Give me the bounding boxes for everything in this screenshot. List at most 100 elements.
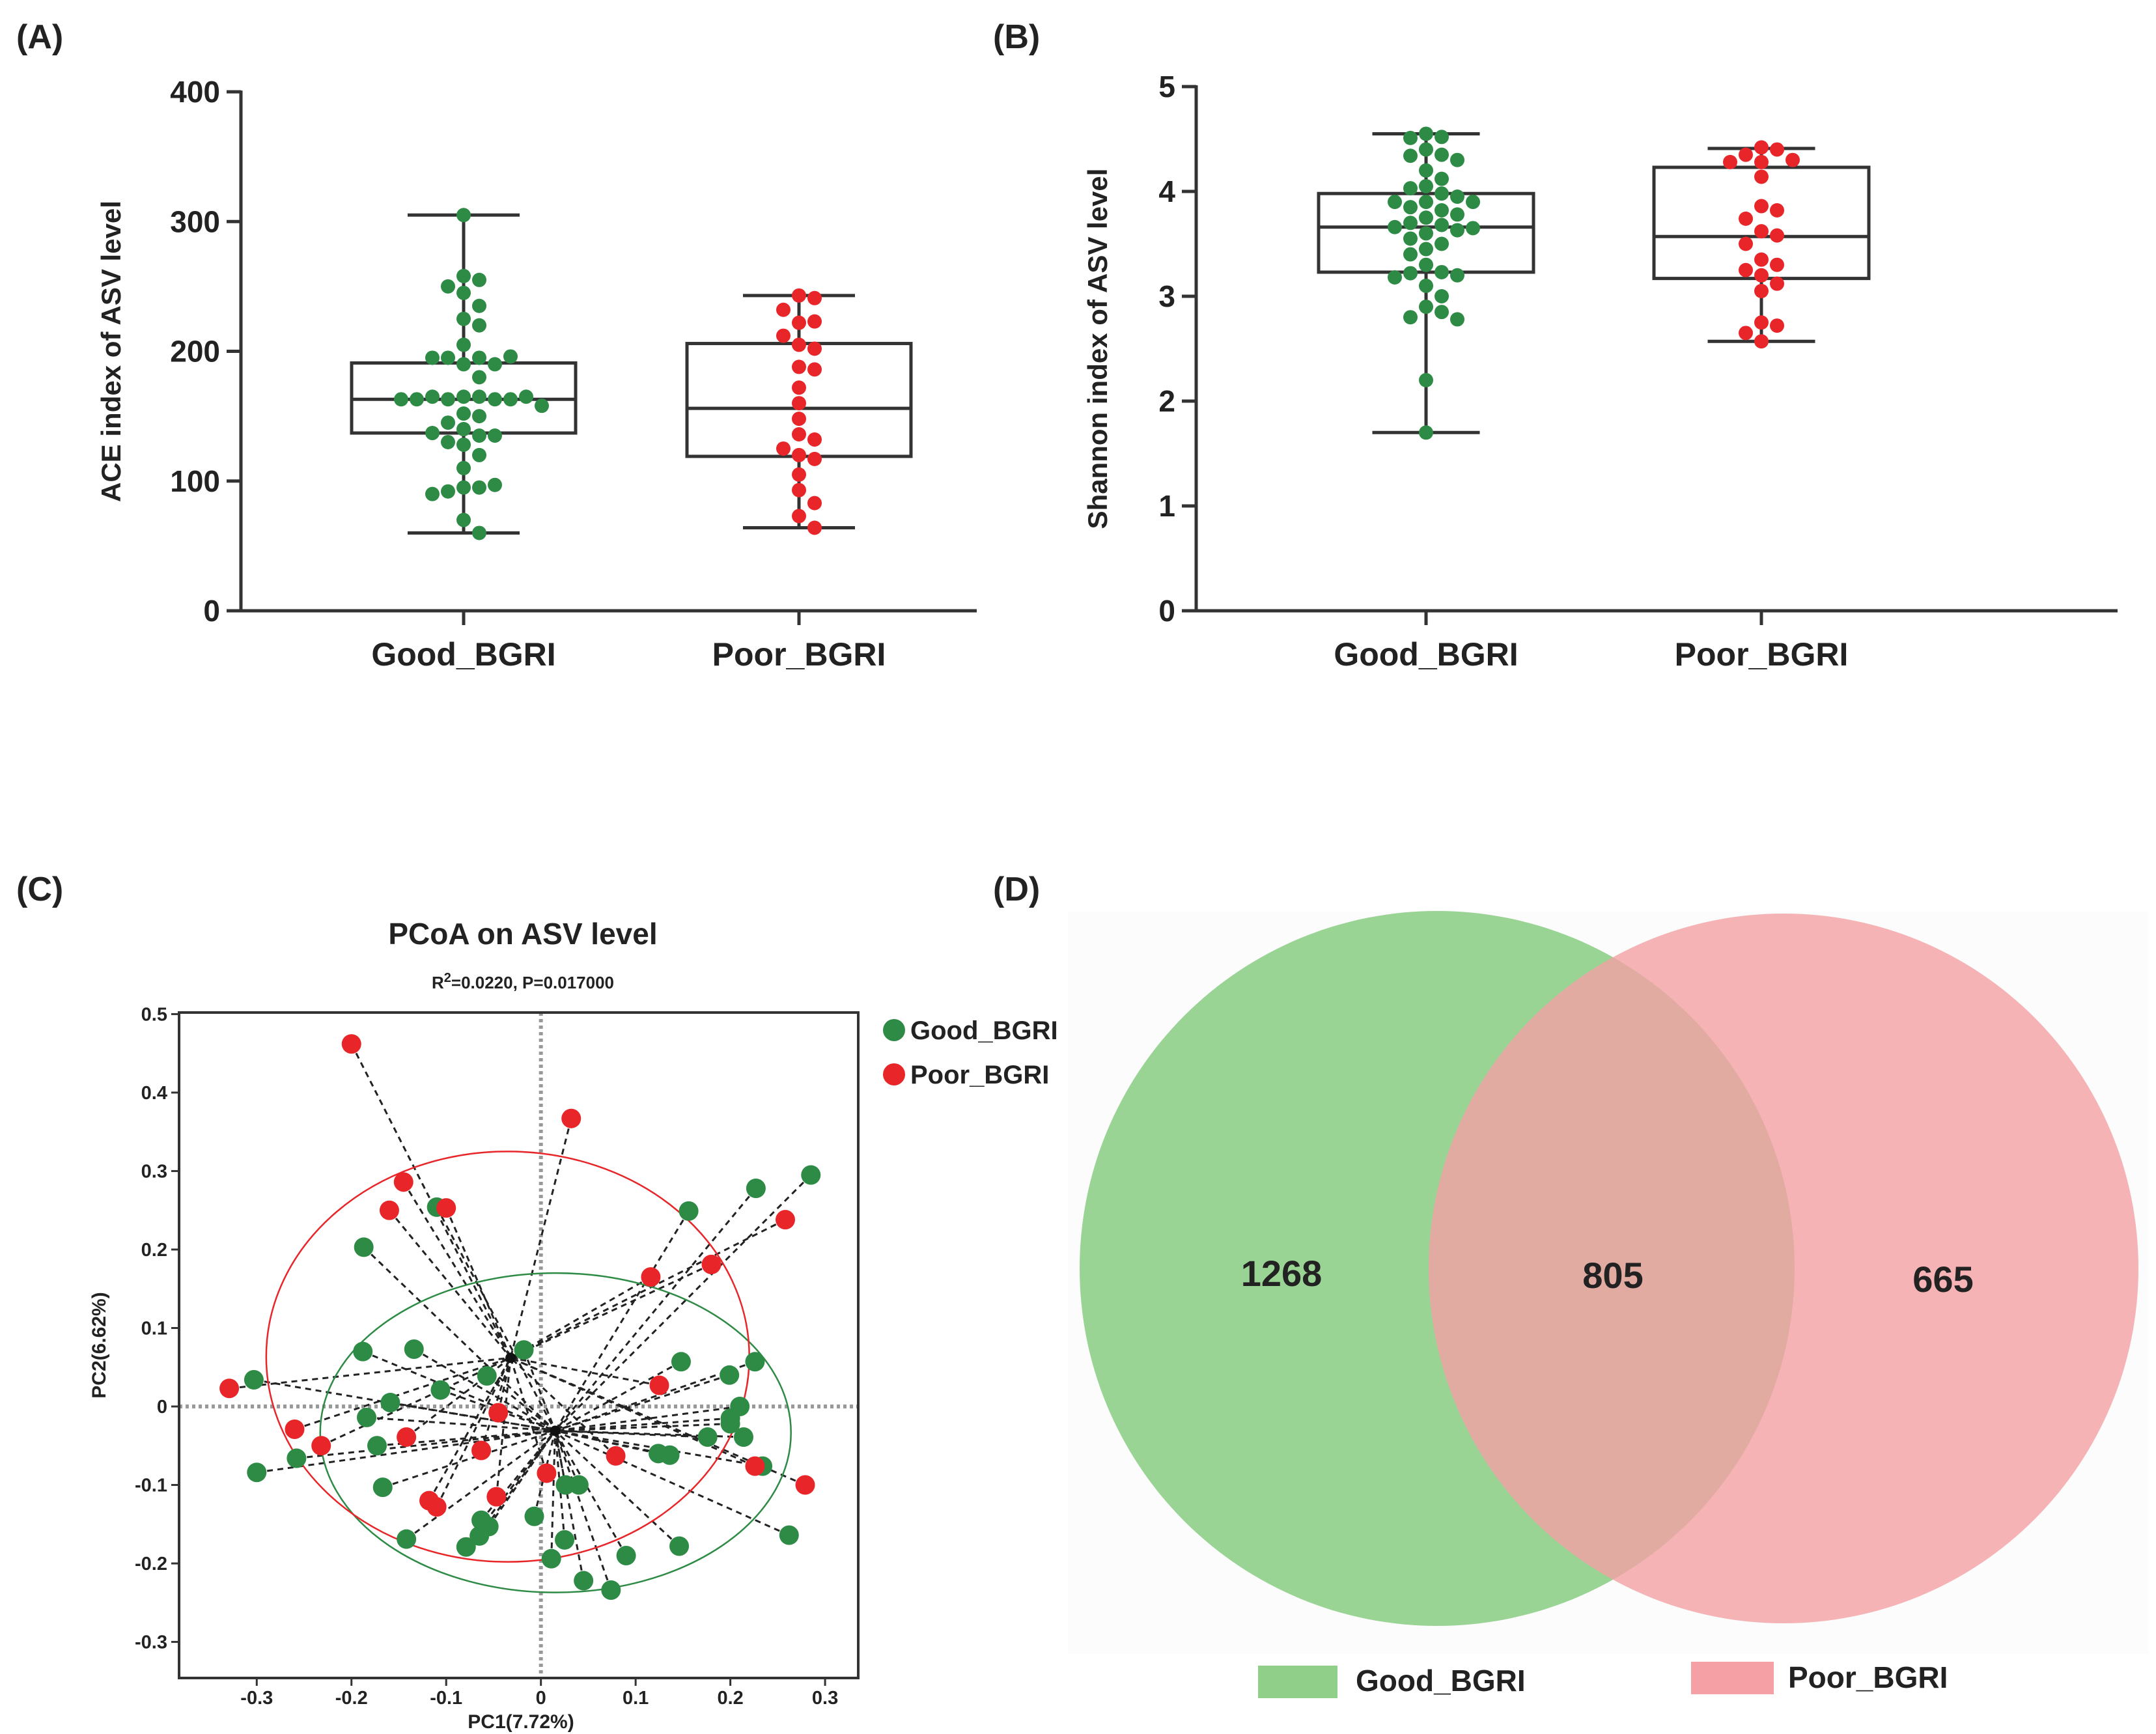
- y-tick-label: 0: [1158, 594, 1175, 628]
- data-point: [456, 1537, 476, 1557]
- data-point: [393, 1172, 413, 1192]
- data-point: [1403, 216, 1418, 231]
- data-point: [456, 512, 471, 527]
- data-point: [441, 350, 455, 365]
- data-point: [1739, 326, 1753, 341]
- data-point: [1419, 372, 1433, 387]
- centroid-connector: [388, 1209, 512, 1359]
- subtitle-superscript: 2: [444, 971, 451, 985]
- data-point: [1419, 178, 1433, 193]
- y-axis-title: PC2(6.62%): [89, 1292, 110, 1398]
- data-point: [1419, 210, 1433, 225]
- data-point: [514, 1340, 534, 1360]
- data-point: [606, 1446, 626, 1466]
- data-point: [801, 1165, 821, 1185]
- data-point: [1450, 268, 1464, 283]
- y-tick-label: 3: [1158, 279, 1175, 313]
- data-point: [425, 350, 440, 365]
- centroid-connector: [509, 1118, 572, 1358]
- data-point: [733, 1427, 753, 1447]
- y-tick-label: 1: [1158, 489, 1175, 523]
- centroid-connector: [554, 1430, 627, 1556]
- data-point: [285, 1419, 305, 1439]
- data-point: [792, 337, 806, 352]
- data-point: [807, 362, 822, 377]
- x-axis-title: PC1(7.72%): [468, 1711, 574, 1733]
- centroid-connector: [554, 1360, 682, 1432]
- data-point: [1388, 195, 1402, 210]
- pcoa-plot: PCoA on ASV level R2=0.0220, P=0.017000 -0…: [89, 917, 1058, 1733]
- centroid-connector: [296, 1429, 555, 1460]
- data-point: [1435, 289, 1449, 303]
- data-point: [436, 1198, 456, 1218]
- data-point: [1403, 231, 1418, 246]
- legend-marker: [883, 1063, 905, 1085]
- data-point: [456, 208, 471, 223]
- y-tick-label: -0.1: [135, 1475, 167, 1496]
- data-point: [219, 1378, 240, 1399]
- data-point: [287, 1448, 307, 1468]
- data-point: [807, 432, 822, 447]
- data-point: [372, 1477, 393, 1498]
- data-point: [247, 1462, 267, 1483]
- data-point: [479, 1517, 499, 1537]
- data-point: [1754, 315, 1769, 330]
- y-tick-label: 400: [170, 75, 220, 109]
- y-tick-label: -0.3: [135, 1632, 167, 1653]
- y-axis-title: ACE index of ASV level: [96, 201, 126, 502]
- panel-label: (D): [993, 871, 1040, 908]
- centroid-connector: [294, 1356, 511, 1431]
- data-point: [1435, 305, 1449, 320]
- data-point: [503, 392, 518, 407]
- data-point: [1419, 242, 1433, 257]
- data-point: [1739, 147, 1753, 162]
- data-point: [472, 480, 486, 495]
- plot-frame: [178, 1011, 860, 1679]
- venn-count-good-only: 1268: [1241, 1253, 1323, 1294]
- data-point: [1466, 221, 1480, 236]
- y-tick-label: 0.1: [141, 1318, 167, 1339]
- data-point: [1754, 154, 1769, 169]
- data-point: [1754, 140, 1769, 155]
- centroid-connector: [229, 1356, 511, 1390]
- data-point: [792, 380, 806, 395]
- centroid-connector: [480, 1430, 556, 1521]
- data-point: [541, 1548, 561, 1569]
- y-tick-label: 200: [170, 335, 220, 369]
- data-point: [1435, 217, 1449, 232]
- subtitle-r: R: [432, 973, 444, 992]
- data-point: [1739, 211, 1753, 226]
- data-point: [792, 396, 806, 411]
- boxplot-0: 0 100 200 300 400 ACE index of ASV level Good_…: [96, 75, 977, 673]
- data-point: [1754, 224, 1769, 239]
- data-point: [555, 1530, 575, 1550]
- x-tick-label: 0.3: [812, 1688, 838, 1709]
- data-point: [441, 484, 455, 499]
- centroid-connector: [257, 1429, 555, 1474]
- legend-label: Good_BGRI: [910, 1016, 1058, 1045]
- y-tick-label: 2: [1158, 384, 1175, 418]
- data-point: [1723, 154, 1737, 169]
- centroid: [550, 1425, 561, 1436]
- data-point: [1419, 142, 1433, 157]
- data-point: [1419, 278, 1433, 293]
- legend-marker: [883, 1019, 905, 1041]
- data-point: [537, 1463, 557, 1483]
- data-point: [441, 279, 455, 294]
- data-point: [1403, 181, 1418, 196]
- data-point: [397, 1427, 417, 1447]
- data-point: [397, 1529, 417, 1549]
- data-point: [1403, 148, 1418, 163]
- data-point: [1754, 283, 1769, 298]
- data-point: [425, 426, 440, 441]
- data-point: [807, 496, 822, 510]
- data-point: [779, 1525, 799, 1545]
- data-point: [1739, 262, 1753, 277]
- data-point: [720, 1414, 740, 1434]
- data-point: [1403, 266, 1418, 281]
- data-point: [441, 415, 455, 430]
- data-point: [1754, 334, 1769, 349]
- centroid-connector: [382, 1429, 555, 1489]
- x-tick-label: -0.1: [430, 1688, 462, 1709]
- y-tick-label: 100: [170, 464, 220, 498]
